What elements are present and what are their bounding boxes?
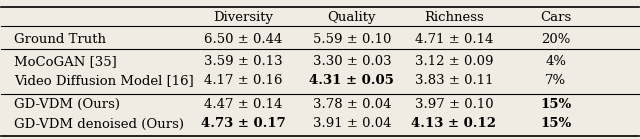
Text: MoCoGAN [35]: MoCoGAN [35] (14, 55, 117, 68)
Text: 5.59 ± 0.10: 5.59 ± 0.10 (313, 33, 391, 46)
Text: 4.31 ± 0.05: 4.31 ± 0.05 (309, 74, 394, 87)
Text: 3.78 ± 0.04: 3.78 ± 0.04 (312, 98, 391, 111)
Text: 15%: 15% (540, 98, 572, 111)
Text: 15%: 15% (540, 117, 572, 131)
Text: GD-VDM (Ours): GD-VDM (Ours) (14, 98, 120, 111)
Text: 6.50 ± 0.44: 6.50 ± 0.44 (204, 33, 283, 46)
Text: 4.17 ± 0.16: 4.17 ± 0.16 (204, 74, 283, 87)
Text: GD-VDM denoised (Ours): GD-VDM denoised (Ours) (14, 117, 184, 131)
Text: 3.59 ± 0.13: 3.59 ± 0.13 (204, 55, 283, 68)
Text: Diversity: Diversity (214, 11, 273, 24)
Text: 3.12 ± 0.09: 3.12 ± 0.09 (415, 55, 493, 68)
Text: Video Diffusion Model [16]: Video Diffusion Model [16] (14, 74, 194, 87)
Text: 20%: 20% (541, 33, 570, 46)
Text: Quality: Quality (328, 11, 376, 24)
Text: 7%: 7% (545, 74, 566, 87)
Text: 4.73 ± 0.17: 4.73 ± 0.17 (201, 117, 286, 131)
Text: 4%: 4% (545, 55, 566, 68)
Text: 3.97 ± 0.10: 3.97 ± 0.10 (415, 98, 493, 111)
Text: 3.30 ± 0.03: 3.30 ± 0.03 (312, 55, 391, 68)
Text: 4.13 ± 0.12: 4.13 ± 0.12 (412, 117, 496, 131)
Text: 4.47 ± 0.14: 4.47 ± 0.14 (204, 98, 283, 111)
Text: Ground Truth: Ground Truth (14, 33, 106, 46)
Text: Richness: Richness (424, 11, 484, 24)
Text: 4.71 ± 0.14: 4.71 ± 0.14 (415, 33, 493, 46)
Text: 3.91 ± 0.04: 3.91 ± 0.04 (312, 117, 391, 131)
Text: Cars: Cars (540, 11, 572, 24)
Text: 3.83 ± 0.11: 3.83 ± 0.11 (415, 74, 493, 87)
